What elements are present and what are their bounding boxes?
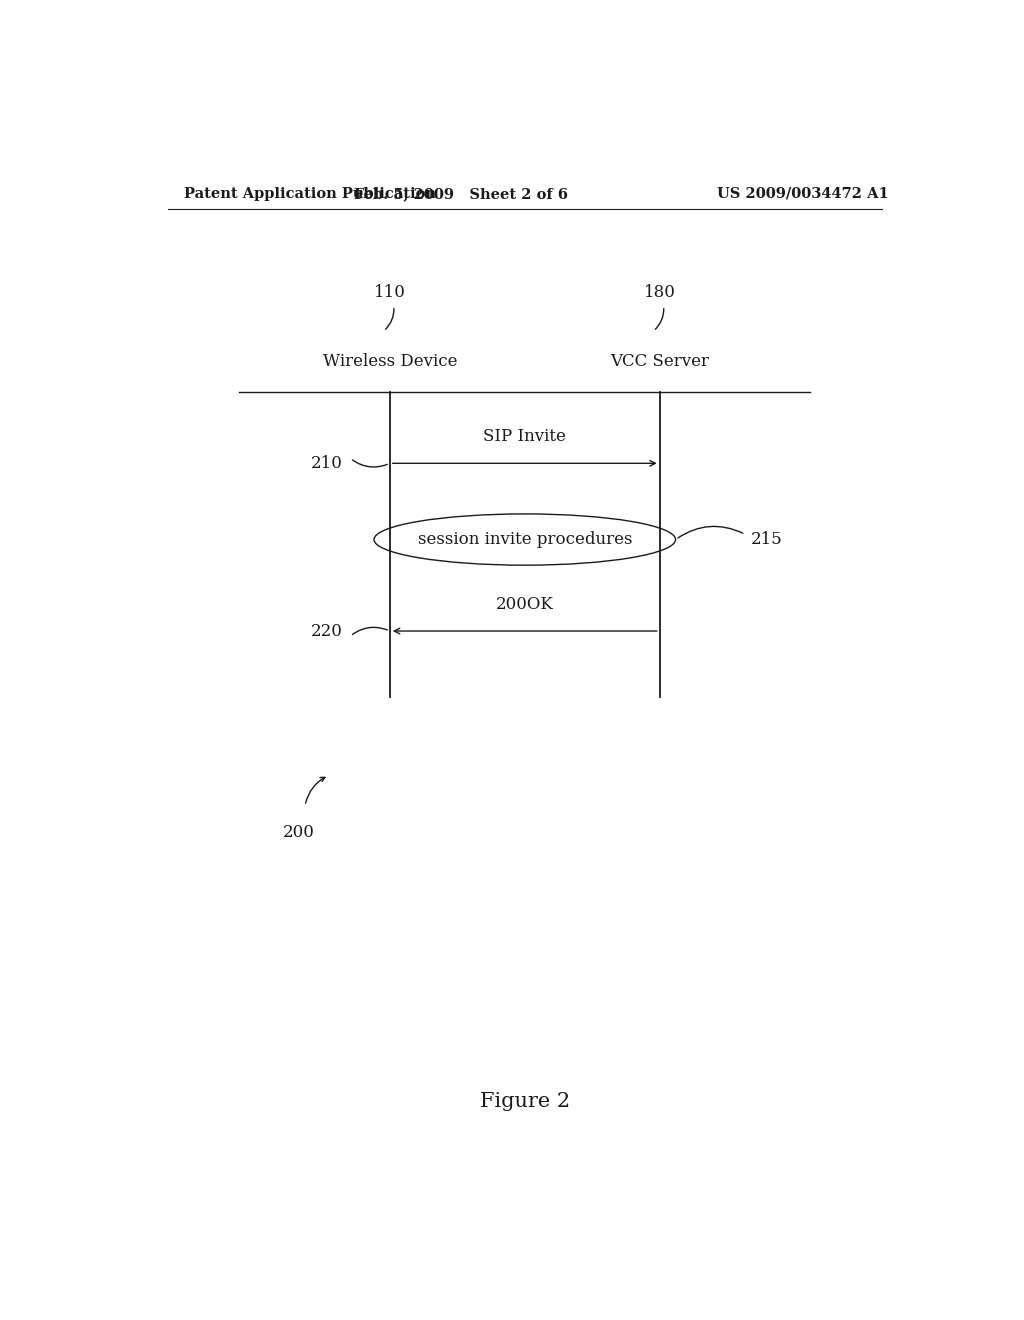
Text: 220: 220 (310, 623, 342, 639)
Text: 180: 180 (644, 284, 676, 301)
Text: 110: 110 (374, 284, 406, 301)
Text: session invite procedures: session invite procedures (418, 531, 632, 548)
Text: 200: 200 (283, 824, 314, 841)
Text: US 2009/0034472 A1: US 2009/0034472 A1 (717, 187, 889, 201)
Text: 200OK: 200OK (496, 595, 554, 612)
Text: 215: 215 (751, 531, 782, 548)
Text: Wireless Device: Wireless Device (323, 354, 457, 370)
Text: Feb. 5, 2009   Sheet 2 of 6: Feb. 5, 2009 Sheet 2 of 6 (354, 187, 568, 201)
Text: VCC Server: VCC Server (610, 354, 710, 370)
Text: 210: 210 (310, 455, 342, 471)
Text: Figure 2: Figure 2 (479, 1092, 570, 1111)
Text: SIP Invite: SIP Invite (483, 428, 566, 445)
Text: Patent Application Publication: Patent Application Publication (183, 187, 435, 201)
